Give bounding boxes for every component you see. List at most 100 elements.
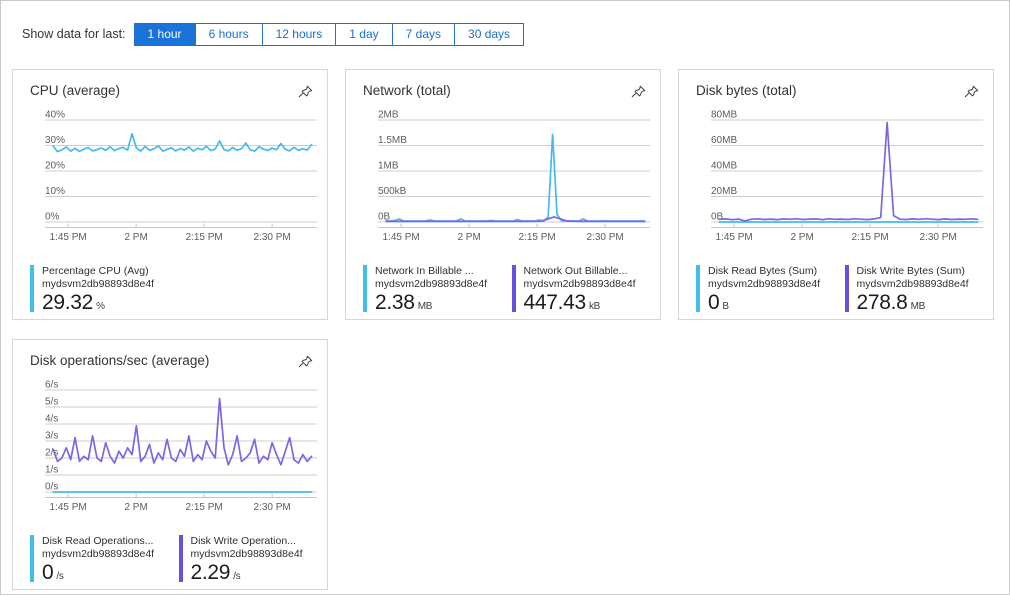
x-axis-label: 2:15 PM [851, 232, 888, 243]
series-percentage-cpu-avg [52, 132, 313, 153]
legend-texts: Disk Read Bytes (Sum) mydsvm2db98893d8e4f… [708, 265, 820, 318]
time-range-button-6-hours[interactable]: 6 hours [194, 22, 263, 46]
card-title: Network (total) [363, 83, 451, 98]
x-axis-label: 2:30 PM [253, 232, 290, 243]
legend-unit: /s [233, 571, 241, 582]
y-axis-label: 20MB [711, 186, 737, 197]
legend-color-bar [844, 265, 849, 312]
legend-color-bar [178, 535, 183, 582]
metric-card-network-total: Network (total) 2MB 1.5MB 1MB 500kB 0B 1:45 PM… [345, 69, 661, 320]
legend-unit: % [96, 301, 105, 312]
legend-value: 2.29/s [191, 561, 303, 588]
legend-metric-name: Network In Billable ... [375, 265, 474, 277]
legend-resource-name: mydsvm2db98893d8e4f [42, 548, 155, 560]
time-range-button-12-hours[interactable]: 12 hours [261, 22, 337, 46]
legend-item-percentage-cpu-avg[interactable]: Percentage CPU (Avg) mydsvm2db98893d8e4f 2… [30, 265, 182, 318]
time-range-button-30-days[interactable]: 30 days [454, 22, 525, 46]
pin-icon[interactable] [963, 84, 980, 106]
y-axis-label: 10% [45, 186, 65, 197]
card-header: CPU (average) [13, 70, 327, 106]
chart-legend: Disk Read Operations... mydsvm2db98893d8e… [13, 532, 327, 588]
y-axis-label: 1MB [378, 161, 399, 172]
chart-legend: Percentage CPU (Avg) mydsvm2db98893d8e4f 2… [13, 262, 327, 318]
time-range-selector: 1 hour 6 hours 12 hours 1 day 7 days 30 days [133, 22, 525, 46]
legend-metric-name: Network Out Billable... [523, 265, 628, 277]
time-range-button-1-day[interactable]: 1 day [335, 22, 393, 46]
pin-icon[interactable] [297, 84, 314, 106]
x-axis-label: 2 PM [457, 232, 480, 243]
legend-value-number: 447.43 [523, 291, 587, 314]
series-network-out-billable-mb [385, 216, 646, 223]
chart-disk-operations-sec-average: 6/s 5/s 4/s 3/s 2/s 1/s 0/s 1:45 PM 2 PM 2:15 PM 2… [45, 380, 317, 513]
legend-unit: MB [910, 301, 926, 312]
legend-item-disk-write-operation[interactable]: Disk Write Operation... mydsvm2db98893d8e… [178, 535, 328, 588]
y-axis-label: 4/s [45, 414, 58, 425]
x-axis-label: 1:45 PM [49, 502, 86, 513]
x-axis-label: 1:45 PM [49, 232, 86, 243]
legend-value: 29.32% [42, 291, 154, 318]
y-axis-label: 6/s [45, 380, 58, 391]
legend-resource-name: mydsvm2db98893d8e4f [856, 278, 969, 290]
legend-texts: Network Out Billable... mydsvm2db98893d8e… [524, 265, 636, 318]
legend-color-bar [696, 265, 700, 312]
legend-unit: MB [417, 301, 433, 312]
time-range-button-1-hour[interactable]: 1 hour [133, 22, 196, 46]
legend-value: 278.8 MB [857, 291, 969, 318]
x-axis-label: 2 PM [124, 232, 147, 243]
series-disk-write-bytes-mb [718, 121, 979, 222]
time-range-bar: Show data for last: 1 hour 6 hours 12 hour… [22, 22, 1009, 46]
series-disk-write-operations-s [52, 397, 313, 466]
legend-item-disk-read-operations[interactable]: Disk Read Operations... mydsvm2db98893d8e… [30, 535, 179, 588]
metric-card-disk-bytes-total: Disk bytes (total) 80MB 60MB 40MB 20MB 0B 1:45… [678, 69, 994, 320]
metric-card-cpu-average: CPU (average) 40% 30% 20% 10% 0% 1:45 PM 2 PM 2:… [12, 69, 328, 320]
y-axis-label: 20% [45, 161, 65, 172]
show-data-label: Show data for last: [22, 27, 126, 41]
y-axis-label: 500kB [378, 186, 407, 197]
pin-icon[interactable] [297, 354, 314, 376]
card-title: Disk operations/sec (average) [30, 353, 210, 368]
legend-item-disk-write-bytes-sum[interactable]: Disk Write Bytes (Sum) mydsvm2db98893d8e4… [844, 265, 994, 318]
chart-network-total: 2MB 1.5MB 1MB 500kB 0B 1:45 PM 2 PM 2:15 PM 2:30… [378, 110, 650, 243]
card-title: CPU (average) [30, 83, 121, 98]
legend-item-disk-read-bytes-sum[interactable]: Disk Read Bytes (Sum) mydsvm2db98893d8e4f… [696, 265, 845, 318]
legend-value-number: 0 [42, 561, 54, 584]
legend-unit: /s [56, 571, 64, 582]
card-title: Disk bytes (total) [696, 83, 797, 98]
x-axis-label: 2 PM [124, 502, 147, 513]
chart-legend: Network In Billable ... mydsvm2db98893d8e… [346, 262, 660, 318]
x-axis-label: 1:45 PM [382, 232, 419, 243]
chart-disk-bytes-total: 80MB 60MB 40MB 20MB 0B 1:45 PM 2 PM 2:15 PM 2:30… [711, 110, 983, 243]
y-axis-label: 5/s [45, 397, 58, 408]
x-axis-label: 1:45 PM [715, 232, 752, 243]
x-axis-label: 2:15 PM [518, 232, 555, 243]
y-axis-label: 2/s [45, 448, 58, 459]
legend-item-network-out-billable[interactable]: Network Out Billable... mydsvm2db98893d8e… [511, 265, 661, 318]
legend-texts: Disk Write Operation... mydsvm2db98893d8e… [191, 535, 303, 588]
cards-grid: CPU (average) 40% 30% 20% 10% 0% 1:45 PM 2 PM 2:… [1, 46, 1009, 590]
legend-value-number: 2.38 [375, 291, 415, 314]
pin-icon[interactable] [630, 84, 647, 106]
legend-resource-name: mydsvm2db98893d8e4f [375, 278, 488, 290]
legend-unit: B [722, 301, 729, 312]
y-axis-label: 30% [45, 135, 65, 146]
y-axis-label: 80MB [711, 110, 737, 121]
legend-metric-name: Disk Read Operations... [42, 535, 154, 547]
legend-item-network-in-billable[interactable]: Network In Billable ... mydsvm2db98893d8e… [363, 265, 512, 318]
legend-value-number: 29.32 [42, 291, 94, 314]
legend-resource-name: mydsvm2db98893d8e4f [42, 278, 155, 290]
x-axis-label: 2 PM [790, 232, 813, 243]
y-axis-label: 0/s [45, 482, 58, 493]
y-axis-label: 1/s [45, 465, 58, 476]
legend-value-number: 2.29 [190, 561, 231, 584]
legend-texts: Percentage CPU (Avg) mydsvm2db98893d8e4f 2… [42, 265, 154, 318]
series-network-in-billable-mb [385, 133, 646, 222]
legend-metric-name: Disk Read Bytes (Sum) [708, 265, 818, 277]
legend-color-bar [30, 265, 34, 312]
legend-resource-name: mydsvm2db98893d8e4f [190, 548, 303, 560]
time-range-button-7-days[interactable]: 7 days [391, 22, 456, 46]
legend-metric-name: Percentage CPU (Avg) [42, 265, 149, 277]
y-axis-label: 2MB [378, 110, 399, 121]
legend-resource-name: mydsvm2db98893d8e4f [523, 278, 636, 290]
legend-texts: Disk Read Operations... mydsvm2db98893d8e… [42, 535, 154, 588]
